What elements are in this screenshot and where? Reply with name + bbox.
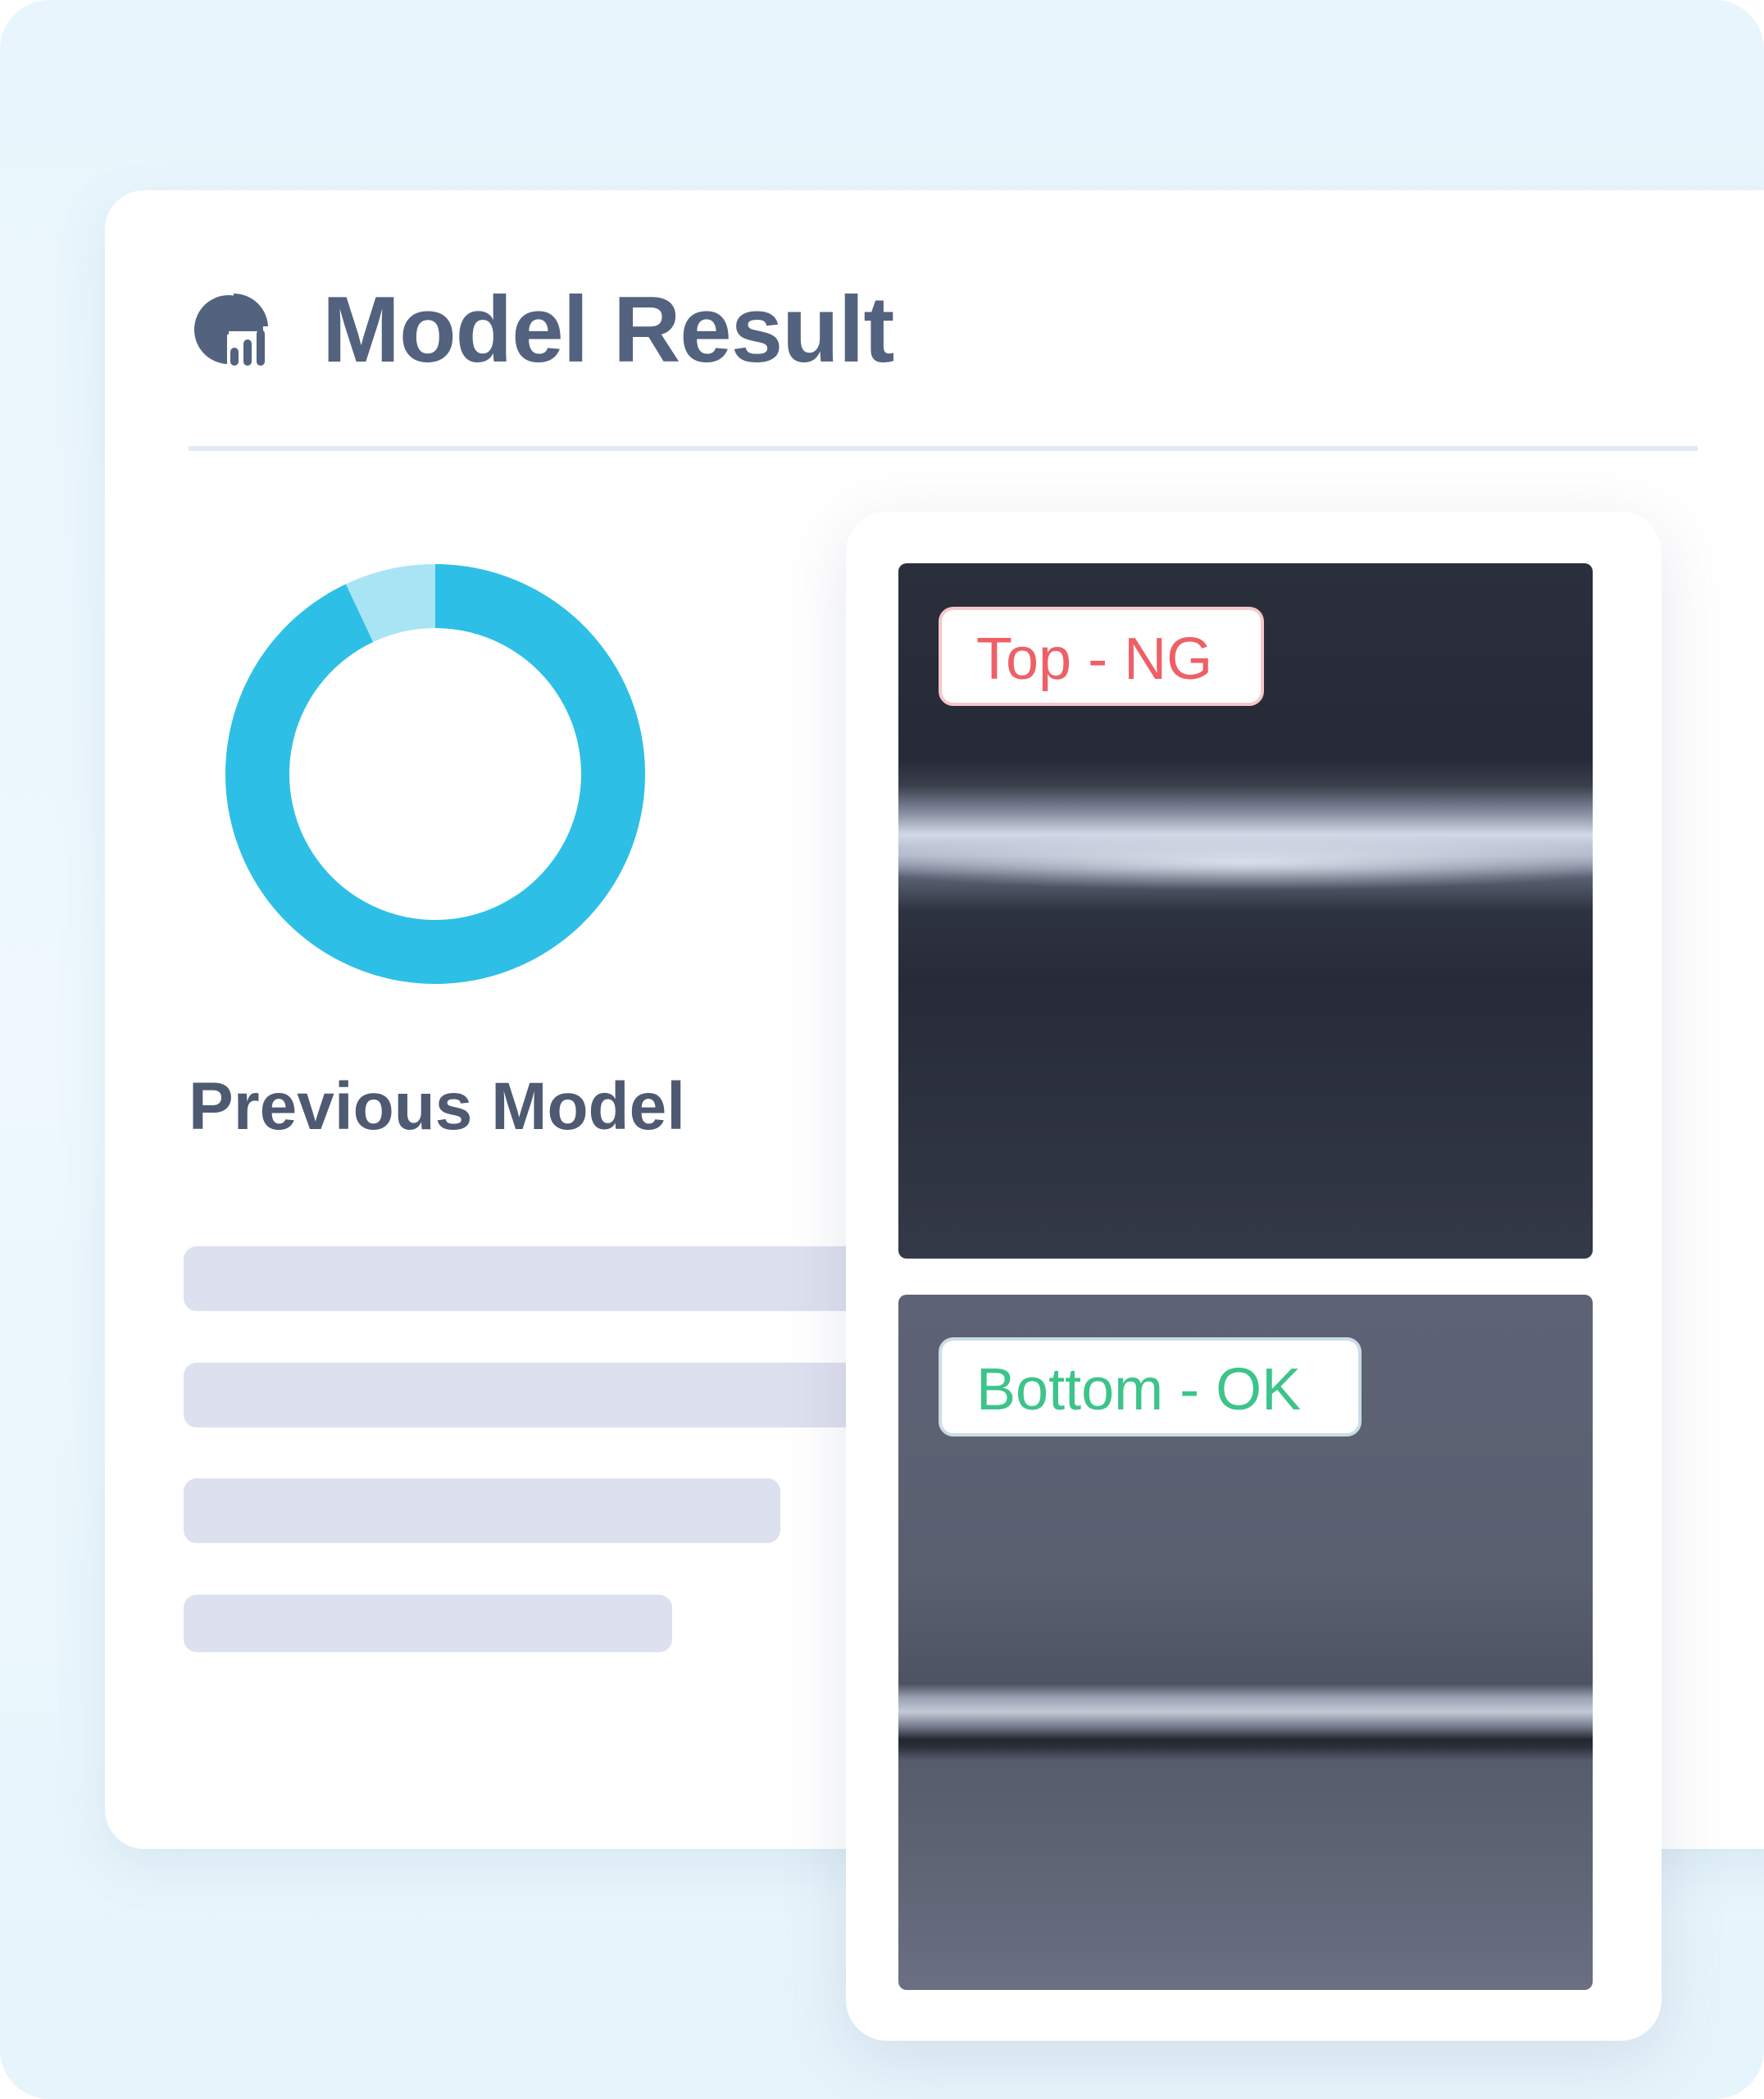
previous-model-label: Previous Model bbox=[189, 1069, 686, 1144]
page-title: Model Result bbox=[322, 278, 894, 382]
skeleton-line bbox=[184, 1478, 780, 1543]
divider bbox=[189, 446, 1698, 451]
pie-chart-report-icon bbox=[194, 294, 270, 366]
bottom-ok-badge: Bottom - OK bbox=[939, 1337, 1362, 1437]
top-ng-badge: Top - NG bbox=[939, 607, 1264, 706]
donut-chart bbox=[225, 564, 645, 984]
skeleton-line bbox=[184, 1595, 672, 1652]
skeleton-line bbox=[184, 1246, 898, 1311]
donut-slice-0 bbox=[225, 564, 645, 984]
skeleton-line bbox=[184, 1363, 898, 1427]
donut-slice-1 bbox=[346, 564, 435, 642]
